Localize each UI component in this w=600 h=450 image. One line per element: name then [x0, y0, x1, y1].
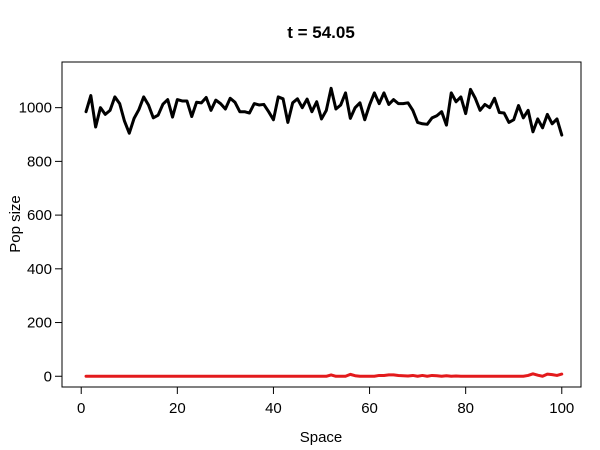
x-axis: 0 20 40 60 80 100 — [77, 387, 574, 417]
y-tick-label: 400 — [27, 261, 52, 278]
x-tick-label: 0 — [77, 400, 85, 417]
series-line-red — [84, 372, 564, 378]
x-tick-label: 60 — [361, 400, 378, 417]
y-tick-label: 800 — [27, 153, 52, 170]
y-axis-label: Pop size — [7, 195, 24, 253]
series-line-black — [84, 86, 564, 137]
y-tick-label: 1000 — [19, 100, 52, 117]
plot-frame — [61, 61, 582, 388]
x-axis-label: Space — [300, 429, 343, 446]
y-tick-label: 0 — [44, 368, 52, 385]
x-tick-label: 100 — [549, 400, 574, 417]
chart-title: t = 54.05 — [287, 23, 355, 42]
x-tick-label: 40 — [265, 400, 282, 417]
x-tick-label: 80 — [457, 400, 474, 417]
y-axis: 0 200 400 600 800 1000 — [19, 100, 62, 385]
x-tick-label: 20 — [169, 400, 186, 417]
series-layer — [84, 86, 564, 378]
y-tick-label: 200 — [27, 315, 52, 332]
y-tick-label: 600 — [27, 207, 52, 224]
